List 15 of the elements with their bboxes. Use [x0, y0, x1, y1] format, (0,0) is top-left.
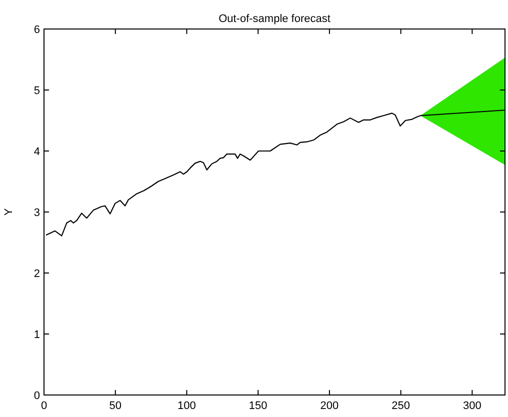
- y-tick-label: 4: [34, 146, 40, 158]
- x-tick-label: 150: [248, 400, 268, 412]
- x-tick-label: 250: [392, 400, 410, 412]
- x-tick-label: 200: [320, 400, 339, 412]
- chart-title: Out-of-sample forecast: [218, 13, 330, 25]
- y-tick-label: 6: [34, 24, 40, 36]
- y-tick-label: 2: [34, 268, 40, 280]
- y-tick-label: 0: [34, 390, 40, 402]
- y-tick-label: 1: [34, 329, 40, 341]
- x-tick-label: 50: [109, 400, 122, 412]
- y-axis-title: Y: [3, 208, 15, 216]
- x-tick-label: 100: [178, 400, 196, 412]
- y-tick-label: 5: [34, 85, 40, 97]
- x-tick-label: 300: [462, 400, 482, 412]
- y-tick-label: 3: [34, 207, 40, 219]
